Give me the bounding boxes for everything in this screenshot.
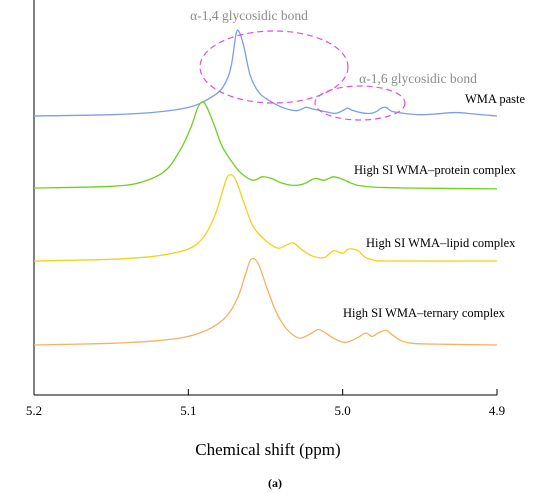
x-tick-label: 5.2 <box>26 403 42 418</box>
series-line <box>33 29 498 117</box>
annotation-ellipse <box>199 30 349 104</box>
annotation-label: α-1,6 glycosidic bond <box>359 71 477 86</box>
figure-caption: (a) <box>268 476 282 490</box>
series-label: High SI WMA–protein complex <box>354 163 517 177</box>
series-line <box>33 174 498 262</box>
x-tick-label: 5.1 <box>180 403 196 418</box>
series-line <box>33 101 498 190</box>
series-label: High SI WMA–lipid complex <box>366 236 516 250</box>
series-label: High SI WMA–ternary complex <box>343 306 506 320</box>
series-label: WMA paste <box>465 92 526 106</box>
x-tick-label: 5.0 <box>335 403 351 418</box>
x-axis-label: Chemical shift (ppm) <box>195 440 340 459</box>
x-tick-label: 4.9 <box>489 403 505 418</box>
annotation-ellipse <box>314 85 406 121</box>
annotation-label: α-1,4 glycosidic bond <box>190 8 308 23</box>
series-line <box>33 257 498 346</box>
